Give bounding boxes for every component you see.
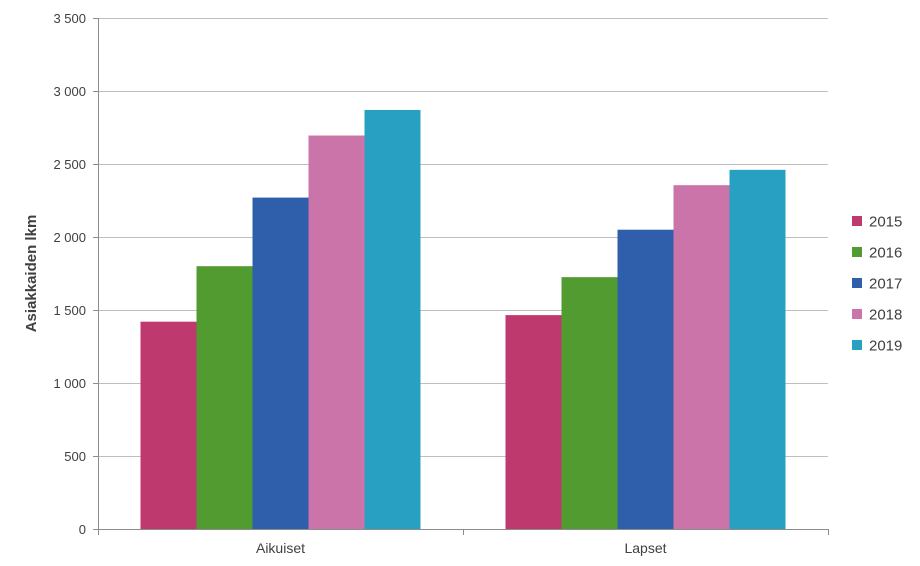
y-axis-ticks: 0 500 1 000 1 500 2 000 2 500 3 000 3 500 — [53, 11, 98, 537]
x-tick-label: Lapset — [624, 540, 666, 556]
legend-label-2016: 2016 — [869, 245, 902, 262]
bar-2016-lapset — [561, 277, 618, 529]
y-tick-label: 3 500 — [53, 11, 86, 26]
bars — [140, 109, 786, 530]
legend: 2015 2016 2017 2018 2019 — [852, 214, 902, 355]
legend-swatch-2018 — [852, 309, 862, 319]
x-axis-ticks: Aikuiset Lapset — [98, 529, 829, 556]
bar-2017-aikuiset — [252, 197, 309, 529]
bar-2018-aikuiset — [308, 135, 365, 529]
legend-swatch-2016 — [852, 247, 862, 257]
bar-2017-lapset — [617, 229, 674, 529]
legend-swatch-2015 — [852, 216, 862, 226]
y-tick-label: 1 500 — [53, 303, 86, 318]
legend-label-2015: 2015 — [869, 214, 902, 231]
legend-label-2019: 2019 — [869, 338, 902, 355]
bar-2015-aikuiset — [140, 321, 197, 529]
y-tick-label: 0 — [79, 522, 86, 537]
y-axis-title: Asiakkaiden lkm — [23, 215, 40, 333]
bar-2015-lapset — [505, 315, 562, 529]
legend-swatch-2017 — [852, 278, 862, 288]
x-tick-label: Aikuiset — [256, 540, 305, 556]
legend-label-2017: 2017 — [869, 276, 902, 293]
bar-2018-lapset — [673, 185, 730, 530]
bar-2016-aikuiset — [196, 266, 253, 529]
legend-label-2018: 2018 — [869, 307, 902, 324]
bar-2019-aikuiset — [364, 109, 421, 529]
y-tick-label: 500 — [64, 449, 86, 464]
y-tick-label: 1 000 — [53, 376, 86, 391]
y-tick-label: 3 000 — [53, 84, 86, 99]
y-tick-label: 2 500 — [53, 157, 86, 172]
y-tick-label: 2 000 — [53, 230, 86, 245]
bar-2019-lapset — [729, 169, 786, 529]
legend-swatch-2019 — [852, 340, 862, 350]
